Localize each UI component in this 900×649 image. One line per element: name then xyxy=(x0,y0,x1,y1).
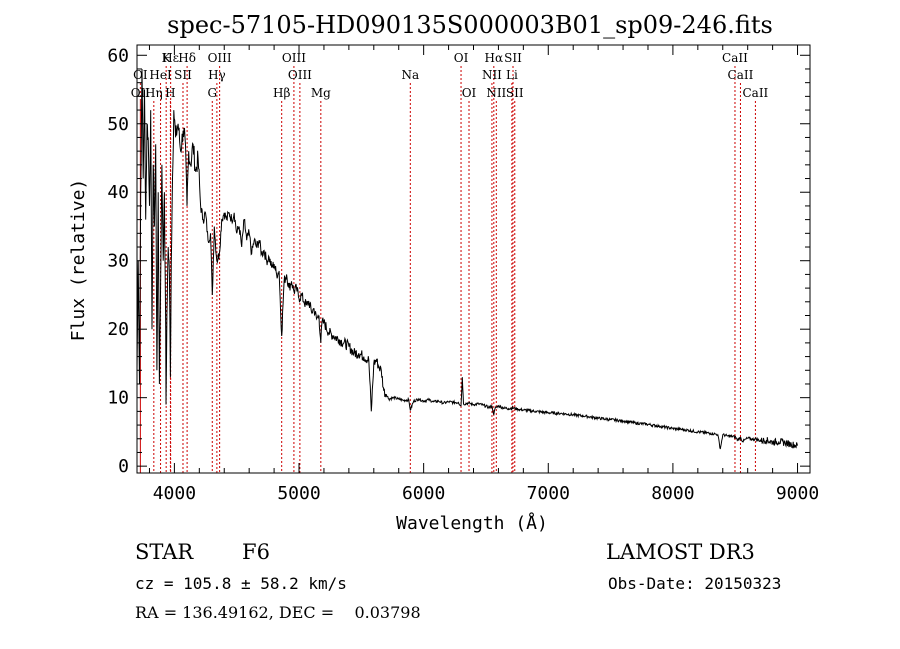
redshift-cz: cz = 105.8 ± 58.2 km/s xyxy=(135,574,347,593)
marker-label-SII: SII xyxy=(504,51,522,65)
y-tick-label-60: 60 xyxy=(107,45,129,66)
marker-label-OIII: OIII xyxy=(208,51,232,65)
x-tick-label-5000: 5000 xyxy=(277,483,320,504)
marker-label-OI: OI xyxy=(454,51,469,65)
chart-title: spec-57105-HD090135S000003B01_sp09-246.f… xyxy=(167,11,773,39)
marker-label-SII: SII xyxy=(506,86,524,100)
marker-label-NII: NII xyxy=(482,68,502,82)
marker-label-CaII: CaII xyxy=(742,86,768,100)
marker-label-Hα: Hα xyxy=(485,51,504,65)
marker-label-CaII: CaII xyxy=(728,68,754,82)
marker-label-SII: SII xyxy=(174,68,192,82)
object-subclass: F6 xyxy=(242,540,270,564)
marker-label-Na: Na xyxy=(401,68,419,82)
marker-label-Hγ: Hγ xyxy=(208,68,226,82)
y-tick-label-30: 30 xyxy=(107,251,129,272)
observation-date: Obs-Date: 20150323 xyxy=(608,574,782,593)
marker-label-Mg: Mg xyxy=(311,86,331,100)
y-axis-label: Flux (relative) xyxy=(68,179,89,342)
spectrum-series-line xyxy=(136,68,798,450)
marker-label-OI: OI xyxy=(133,68,148,82)
object-class: STAR xyxy=(135,540,194,564)
marker-label-OIII: OIII xyxy=(282,51,306,65)
marker-label-Hη: Hη xyxy=(145,86,163,100)
y-tick-label-40: 40 xyxy=(107,182,129,203)
y-tick-label-10: 10 xyxy=(107,388,129,409)
survey-name: LAMOST DR3 xyxy=(606,540,755,564)
marker-label-H: H xyxy=(165,86,175,100)
x-tick-label-6000: 6000 xyxy=(402,483,445,504)
marker-label-OIII: OIII xyxy=(288,68,312,82)
y-tick-label-20: 20 xyxy=(107,319,129,340)
marker-label-Hβ: Hβ xyxy=(273,86,290,100)
marker-label-CaII: CaII xyxy=(722,51,748,65)
y-tick-label-0: 0 xyxy=(118,456,129,477)
marker-label-OI: OI xyxy=(462,86,477,100)
axis-ticks: 4000 5000 6000 7000 8000 9000 0 10 20 30 40 50 60 xyxy=(107,45,819,504)
x-axis-label: Wavelength (Å) xyxy=(396,512,548,534)
x-tick-label-8000: 8000 xyxy=(651,483,694,504)
marker-label-Li: Li xyxy=(506,68,518,82)
marker-label-K: K xyxy=(162,51,172,65)
x-tick-label-7000: 7000 xyxy=(527,483,570,504)
marker-label-Hδ: Hδ xyxy=(178,51,196,65)
marker-label-NII: NII xyxy=(486,86,506,100)
x-tick-label-4000: 4000 xyxy=(153,483,196,504)
plot-frame xyxy=(136,44,811,474)
marker-label-HeI: HeI xyxy=(149,68,172,82)
marker-label-G: G xyxy=(207,86,217,100)
coordinates: RA = 136.49162, DEC = 0.03798 xyxy=(135,603,421,622)
marker-label-OII: OII xyxy=(131,86,151,100)
x-tick-label-9000: 9000 xyxy=(776,483,819,504)
y-tick-label-50: 50 xyxy=(107,114,129,135)
